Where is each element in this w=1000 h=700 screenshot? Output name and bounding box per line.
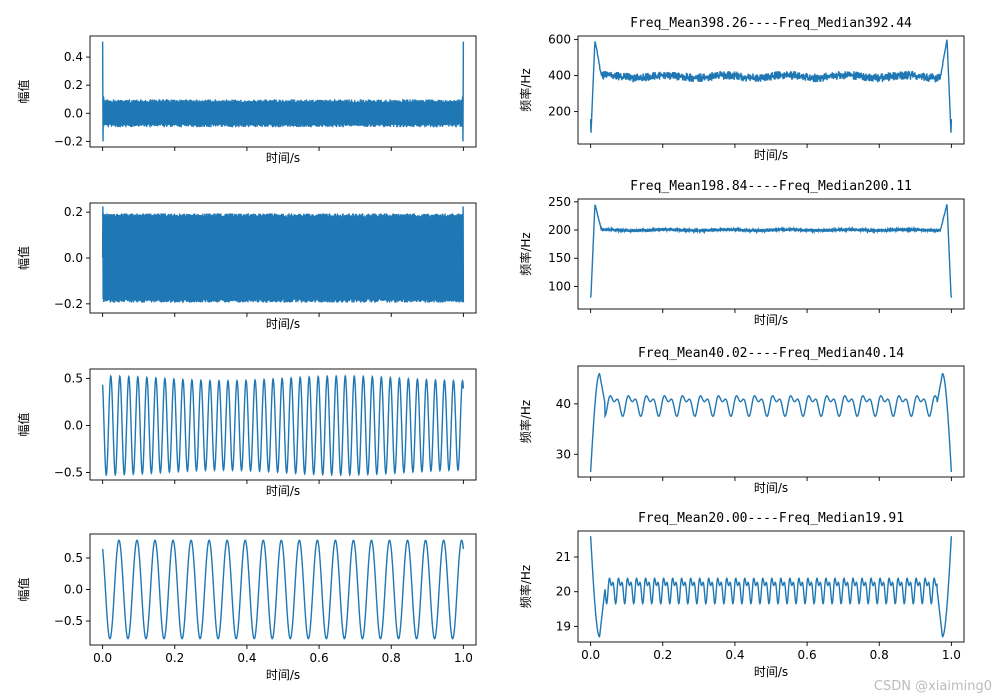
y-tick-label: 0.0 xyxy=(64,106,83,120)
series-line xyxy=(101,41,465,142)
watermark-text: CSDN @xiaiming0 xyxy=(873,679,992,694)
subplot-7: 0.5 0.0 −0.5 0.0 0.2 0.4 0.6 0.8 1.0 时间/s 幅值 xyxy=(16,533,477,682)
y-tick-label: 0.0 xyxy=(64,418,83,432)
x-tick-label: 1.0 xyxy=(942,648,961,662)
x-tick-label: 0.8 xyxy=(382,651,401,665)
x-tick-label: 0.4 xyxy=(725,648,744,662)
series-line xyxy=(589,536,953,638)
series-line xyxy=(589,204,953,298)
subplot-4: 250 200 150 100 时间/s 频率/Hz Freq_Mean198.84----… xyxy=(518,179,965,327)
axes-frame xyxy=(89,368,477,481)
x-axis-label: 时间/s xyxy=(754,665,788,679)
x-axis-label: 时间/s xyxy=(266,484,300,498)
x-axis-label: 时间/s xyxy=(266,151,300,165)
x-tick-label: 0.4 xyxy=(237,651,256,665)
y-tick-label: 19 xyxy=(556,619,571,633)
subplot-2: 600 400 200 时间/s 频率/Hz Freq_Mean398.26----Fre… xyxy=(518,16,965,162)
y-tick-label: 0.5 xyxy=(64,551,83,565)
axes-frame xyxy=(89,35,477,148)
x-tick-label: 0.8 xyxy=(870,648,889,662)
y-tick-label: 400 xyxy=(548,69,571,83)
y-tick-label: 0.4 xyxy=(64,50,83,64)
series-line xyxy=(101,206,465,303)
y-axis-label: 频率/Hz xyxy=(518,400,533,443)
y-tick-label: −0.5 xyxy=(54,614,83,628)
x-tick-label: 0.2 xyxy=(653,648,672,662)
y-tick-label: −0.5 xyxy=(54,465,83,479)
y-tick-label: 0.5 xyxy=(64,371,83,385)
y-tick-label: 200 xyxy=(548,105,571,119)
y-axis-label: 幅值 xyxy=(16,79,31,103)
y-axis-label: 幅值 xyxy=(16,577,31,601)
axes-frame xyxy=(577,365,965,478)
y-tick-label: 0.2 xyxy=(64,78,83,92)
subplot-6: 40 30 时间/s 频率/Hz Freq_Mean40.02----Freq_Medi… xyxy=(518,346,965,495)
y-axis-label: 频率/Hz xyxy=(518,232,533,275)
x-axis-label: 时间/s xyxy=(266,317,300,331)
y-tick-label: 21 xyxy=(556,550,571,564)
y-tick-label: 0.0 xyxy=(64,583,83,597)
subplot-5: 0.5 0.0 −0.5 时间/s 幅值 xyxy=(16,368,477,498)
subplot-title: Freq_Mean198.84----Freq_Median200.11 xyxy=(630,179,912,194)
y-tick-label: 200 xyxy=(548,223,571,237)
series-line xyxy=(589,39,953,133)
y-tick-label: −0.2 xyxy=(54,297,83,311)
y-axis-label: 频率/Hz xyxy=(518,565,533,608)
axes-frame xyxy=(577,198,965,310)
series-line xyxy=(101,374,465,477)
x-axis-label: 时间/s xyxy=(754,481,788,495)
y-tick-label: −0.2 xyxy=(54,134,83,148)
y-tick-label: 600 xyxy=(548,33,571,47)
y-tick-label: 250 xyxy=(548,195,571,209)
x-tick-label: 0.2 xyxy=(165,651,184,665)
subplot-8: 21 20 19 0.0 0.2 0.4 0.6 0.8 1.0 时间/s 频率/Hz Freq_Me… xyxy=(518,511,965,679)
x-tick-label: 0.0 xyxy=(93,651,112,665)
x-tick-label: 0.6 xyxy=(310,651,329,665)
y-tick-label: 150 xyxy=(548,251,571,265)
y-tick-label: 0.2 xyxy=(64,205,83,219)
x-tick-label: 0.6 xyxy=(798,648,817,662)
x-tick-label: 0.0 xyxy=(581,648,600,662)
y-tick-label: 20 xyxy=(556,585,571,599)
series-line xyxy=(589,372,953,472)
x-axis-label: 时间/s xyxy=(754,148,788,162)
y-axis-label: 幅值 xyxy=(16,246,31,270)
y-tick-label: 100 xyxy=(548,279,571,293)
subplot-title: Freq_Mean398.26----Freq_Median392.44 xyxy=(630,16,912,31)
axes-frame xyxy=(577,530,965,643)
y-tick-label: 40 xyxy=(556,397,571,411)
subplot-title: Freq_Mean40.02----Freq_Median40.14 xyxy=(638,346,904,361)
x-axis-label: 时间/s xyxy=(754,313,788,327)
y-axis-label: 幅值 xyxy=(16,412,31,436)
subplot-1: 0.4 0.2 0.0 −0.2 时间/s 幅值 xyxy=(16,35,477,165)
series-line xyxy=(101,539,465,640)
axes-frame xyxy=(577,35,965,145)
subplot-3: 0.2 0.0 −0.2 时间/s 幅值 xyxy=(16,202,477,331)
x-tick-label: 1.0 xyxy=(454,651,473,665)
y-axis-label: 频率/Hz xyxy=(518,68,533,111)
x-axis-label: 时间/s xyxy=(266,668,300,682)
y-tick-label: 30 xyxy=(556,447,571,461)
subplot-title: Freq_Mean20.00----Freq_Median19.91 xyxy=(638,511,904,526)
y-tick-label: 0.0 xyxy=(64,251,83,265)
